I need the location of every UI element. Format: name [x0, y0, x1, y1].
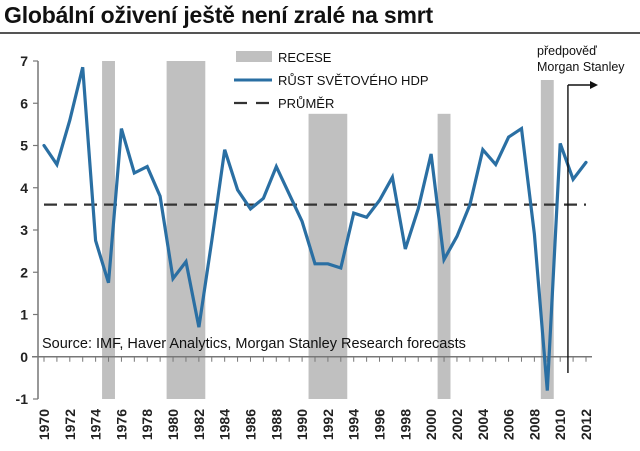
title-divider: [0, 32, 640, 34]
chart-title: Globální oživení ještě není zralé na smr…: [4, 2, 433, 28]
legend-swatch-recession: [236, 51, 272, 62]
x-tick-label: 1998: [397, 409, 413, 440]
legend-label: PRŮMĚR: [278, 96, 334, 111]
x-tick-label: 1978: [139, 409, 155, 440]
forecast-arrow-head-icon: [590, 81, 598, 89]
recession-bar: [308, 113, 348, 399]
x-tick-label: 1984: [217, 409, 233, 440]
x-tick-label: 1976: [113, 409, 129, 440]
x-tick-label: 1996: [372, 409, 388, 440]
x-tick-label: 1970: [36, 409, 52, 440]
legend-label: RŮST SVĚTOVÉHO HDP: [278, 73, 429, 88]
x-tick-label: 1992: [320, 409, 336, 440]
x-tick-label: 1972: [62, 409, 78, 440]
x-tick-label: 1974: [88, 409, 104, 440]
x-tick-label: 1988: [268, 409, 284, 440]
legend: RECESE RŮST SVĚTOVÉHO HDP PRŮMĚR: [234, 50, 429, 111]
forecast-marker: předpověď Morgan Stanley: [537, 44, 625, 373]
y-tick-label: 0: [20, 349, 28, 365]
x-tick-label: 2008: [526, 409, 542, 440]
x-tick-label: 2010: [552, 409, 568, 440]
forecast-label-line1: předpověď: [537, 44, 597, 58]
y-tick-label: -1: [16, 391, 29, 407]
x-tick-label: 1994: [346, 409, 362, 440]
forecast-label-line2: Morgan Stanley: [537, 60, 625, 74]
legend-label: RECESE: [278, 50, 332, 65]
x-tick-label: 1990: [294, 409, 310, 440]
series-group: [42, 66, 588, 391]
source-note: Source: IMF, Haver Analytics, Morgan Sta…: [42, 336, 466, 352]
y-tick-label: 5: [20, 138, 28, 154]
x-tick-label: 2002: [449, 409, 465, 440]
x-tick-label: 2000: [423, 409, 439, 440]
y-tick-label: 1: [20, 307, 28, 323]
y-tick-label: 4: [20, 180, 28, 196]
recession-bar: [102, 61, 115, 399]
recession-bar: [166, 61, 206, 399]
axes: -1 0 1 2 3 4 5 6 7 1970 1972 1974 1976 1978 1980 1982 19…: [16, 53, 594, 440]
series-line-gdp-growth: [42, 66, 588, 391]
x-tick-label: 1982: [191, 409, 207, 440]
x-tick-label: 2004: [475, 409, 491, 440]
y-tick-label: 6: [20, 95, 28, 111]
y-tick-label: 3: [20, 222, 28, 238]
x-tick-label: 1986: [242, 409, 258, 440]
x-tick-label: 2012: [578, 409, 594, 440]
y-tick-label: 7: [20, 53, 28, 69]
x-tick-label: 2006: [501, 409, 517, 440]
y-tick-label: 2: [20, 264, 28, 280]
x-tick-label: 1980: [165, 409, 181, 440]
